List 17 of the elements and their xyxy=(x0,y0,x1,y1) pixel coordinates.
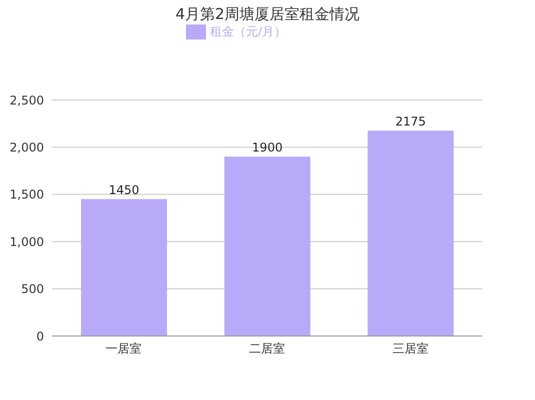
y-tick-label: 1,000 xyxy=(10,234,44,249)
data-label: 2175 xyxy=(395,114,426,129)
bar xyxy=(368,130,454,336)
y-tick-label: 0 xyxy=(36,329,44,344)
bar xyxy=(81,199,167,336)
chart-title: 4月第2周塘厦居室租金情况 xyxy=(174,5,361,24)
legend-label: 租金（元/月） xyxy=(210,24,286,38)
bar xyxy=(224,156,310,336)
x-tick-label: 一居室 xyxy=(106,342,142,356)
y-tick-label: 2,000 xyxy=(10,140,44,154)
y-tick-label: 1,500 xyxy=(10,188,44,202)
x-tick-label: 三居室 xyxy=(392,342,428,356)
x-tick-label: 二居室 xyxy=(249,342,285,356)
y-tick-label: 2,500 xyxy=(10,93,44,108)
data-label: 1450 xyxy=(108,183,140,198)
y-tick-label: 500 xyxy=(21,282,44,296)
data-label: 1900 xyxy=(252,140,283,155)
